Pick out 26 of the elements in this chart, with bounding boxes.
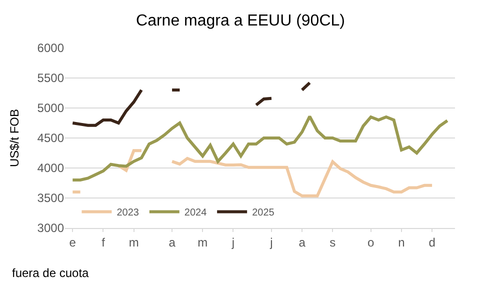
x-tick-label: a [298, 235, 306, 250]
x-tick-label: a [168, 235, 176, 250]
x-tick-label: m [198, 235, 208, 250]
y-tick-label: 6000 [37, 41, 64, 56]
x-tick-label: o [368, 235, 375, 250]
legend-label: 2024 [184, 208, 208, 219]
x-tick-label: n [398, 235, 405, 250]
x-tick-label: d [428, 235, 436, 250]
x-tick-label: j [230, 235, 235, 250]
chart-title: Carne magra a EEUU (90CL) [136, 12, 345, 30]
x-tick-label: e [69, 235, 76, 250]
text: fuera de cuota [12, 266, 90, 280]
x-tick-label: s [330, 235, 336, 250]
x-tick-label: f [102, 235, 106, 250]
y-tick-label: 4000 [37, 161, 64, 176]
legend-label: 2023 [116, 208, 140, 219]
line-series [71, 114, 449, 182]
legend-label: 2025 [252, 208, 275, 219]
y-tick-label: 5000 [37, 101, 64, 116]
y-axis-title: US$/t FOB [8, 108, 22, 168]
y-tick-label: 3500 [37, 191, 64, 206]
x-tick-label: m [128, 235, 139, 250]
y-tick-label: 3000 [37, 221, 64, 236]
x-tick-label: j [269, 235, 273, 250]
y-tick-label: 4500 [37, 131, 64, 146]
y-tick-label: 5500 [37, 71, 64, 86]
